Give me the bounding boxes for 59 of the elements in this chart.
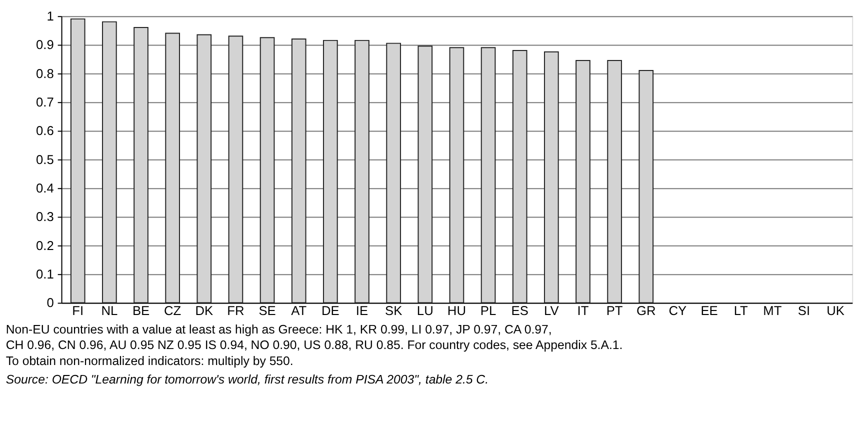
y-tick-label: 0.2	[36, 238, 54, 253]
bar	[134, 27, 148, 304]
bar	[70, 18, 86, 304]
x-tick-label: BE	[132, 303, 150, 318]
bar	[607, 60, 622, 304]
y-tick-label: 0.6	[36, 123, 54, 138]
x-tick-label: FR	[227, 303, 244, 318]
bar	[196, 34, 212, 304]
x-tick-label: LU	[416, 303, 434, 318]
y-tick-label: 0.8	[36, 66, 54, 81]
x-tick-label: PT	[606, 303, 623, 318]
bar	[544, 51, 559, 304]
x-tick-label: HU	[447, 303, 466, 318]
bar	[480, 47, 496, 304]
x-tick-label: SI	[798, 303, 810, 318]
y-tick-label: 0.1	[36, 266, 54, 282]
bar	[512, 50, 528, 304]
x-tick-label: CZ	[164, 303, 182, 318]
bar	[165, 32, 180, 304]
y-tick-label: 0.9	[36, 37, 54, 52]
x-tick-label: EE	[700, 303, 718, 318]
bar	[102, 21, 117, 304]
x-tick-label: MT	[763, 303, 782, 318]
bar	[354, 40, 370, 304]
bar	[323, 40, 338, 304]
x-tick-label: FI	[72, 303, 84, 318]
bar	[386, 42, 401, 304]
x-tick-label: NL	[101, 303, 118, 318]
source-note: Source: OECD "Learning for tomorrow's world, first results from PISA 2003", table 2.5 C.	[6, 372, 489, 386]
x-tick-label: UK	[826, 303, 845, 318]
y-tick-label: 0.7	[36, 94, 54, 110]
bar	[418, 46, 433, 304]
x-tick-label: LT	[734, 303, 748, 318]
x-tick-label: LV	[544, 303, 560, 318]
x-tick-label: DE	[322, 303, 340, 318]
bar	[449, 47, 464, 304]
y-tick-label: 0	[46, 295, 54, 310]
text: To obtain non-normalized indicators: multiply by 550.	[6, 354, 294, 368]
bar	[576, 60, 590, 304]
bar	[260, 37, 275, 304]
x-tick-label: IE	[356, 303, 368, 318]
x-tick-label: ES	[511, 303, 528, 318]
bar	[228, 36, 244, 304]
text: Non-EU countries with a value at least as high as Greece: HK 1, KR 0.99, LI 0.97, JP 0.97, CA 0.97,	[6, 322, 552, 336]
y-tick-label: 1	[46, 8, 54, 24]
bar	[638, 70, 654, 304]
bar	[291, 38, 306, 304]
x-tick-label: PL	[480, 303, 496, 318]
x-tick-label: GR	[636, 303, 656, 318]
x-tick-label: SK	[384, 303, 403, 318]
x-tick-label: SE	[258, 303, 276, 318]
x-tick-label: AT	[291, 303, 307, 318]
x-tick-label: DK	[195, 303, 214, 318]
y-tick-label: 0.5	[36, 152, 54, 167]
x-tick-label: IT	[577, 303, 589, 318]
x-tick-label: CY	[668, 303, 688, 318]
y-tick-label: 0.4	[36, 180, 54, 196]
y-tick-label: 0.3	[36, 209, 54, 224]
text: CH 0.96, CN 0.96, AU 0.95 NZ 0.95 IS 0.94, NO 0.90, US 0.88, RU 0.85. For country codes, see Appendix 5.A.1.	[6, 338, 623, 352]
